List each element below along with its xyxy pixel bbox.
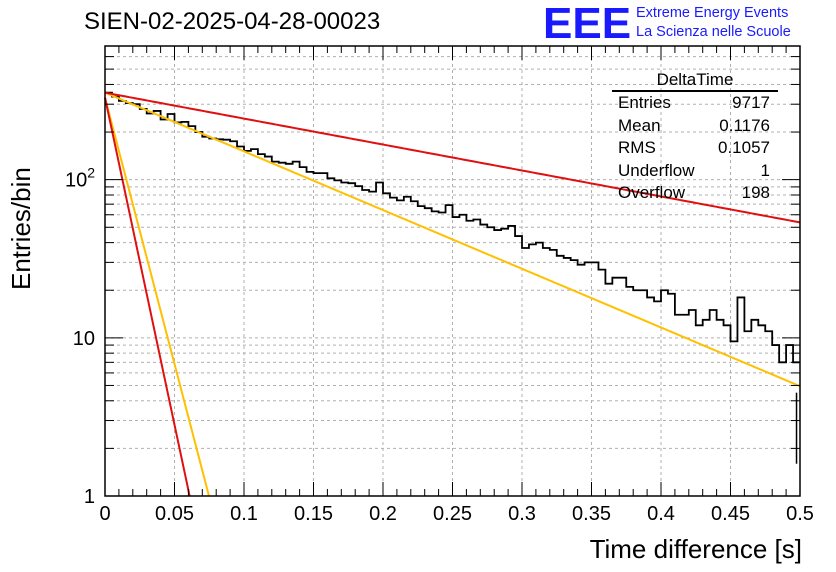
stats-label: Underflow (618, 160, 695, 180)
x-axis-label: Time difference [s] (589, 534, 802, 564)
stats-row-overflow: Overflow 198 (612, 182, 778, 205)
stats-value: 1 (760, 160, 770, 180)
stats-value: 0.1176 (719, 115, 770, 135)
x-tick-label: 0.1 (230, 503, 258, 525)
y-axis-label: Entries/bin (6, 167, 36, 290)
fit-curve-fast-component (104, 97, 210, 497)
stats-box: DeltaTime Entries 9717 Mean 0.1176 RMS 0… (612, 70, 778, 205)
stats-row-entries: Entries 9717 (612, 92, 778, 115)
x-tick-label: 0.3 (508, 503, 536, 525)
eee-logo: EEE (543, 0, 632, 48)
x-tick-label: 0.4 (647, 503, 675, 525)
stats-value: 9717 (732, 93, 770, 112)
stats-label: Entries (618, 93, 671, 112)
stats-row-mean: Mean 0.1176 (612, 115, 778, 138)
x-tick-label: 0.45 (711, 503, 750, 525)
stats-label: RMS (618, 138, 656, 158)
fit-curve-reference-slow (104, 91, 801, 224)
logo-subtitle-1: Extreme Energy Events (636, 5, 789, 21)
x-tick-label: 0 (99, 503, 110, 525)
x-tick-label: 0.25 (433, 503, 472, 525)
stats-row-underflow: Underflow 1 (612, 160, 778, 183)
stats-label: Mean (618, 115, 661, 135)
x-tick-label: 0.15 (294, 503, 333, 525)
x-tick-label: 0.35 (572, 503, 611, 525)
stats-value: 198 (741, 183, 770, 203)
x-tick-label: 0.05 (155, 503, 194, 525)
stats-row-rms: RMS 0.1057 (612, 137, 778, 160)
x-tick-label: 0.5 (786, 503, 814, 525)
fit-curve-reference-fast (104, 97, 191, 497)
y-tick-label: 1 (84, 486, 95, 508)
y-tick-label: 102 (65, 165, 95, 192)
histogram (105, 91, 800, 364)
logo-subtitle-2: La Scienza nelle Scuole (636, 24, 791, 40)
x-tick-label: 0.2 (369, 503, 397, 525)
chart-title: SIEN-02-2025-04-28-00023 (84, 8, 381, 35)
stats-label: Overflow (618, 183, 686, 203)
fit-curve-slow-component (104, 91, 801, 388)
y-tick-label: 10 (73, 328, 95, 350)
stats-value: 0.1057 (718, 138, 770, 158)
stats-title: DeltaTime (612, 70, 778, 92)
